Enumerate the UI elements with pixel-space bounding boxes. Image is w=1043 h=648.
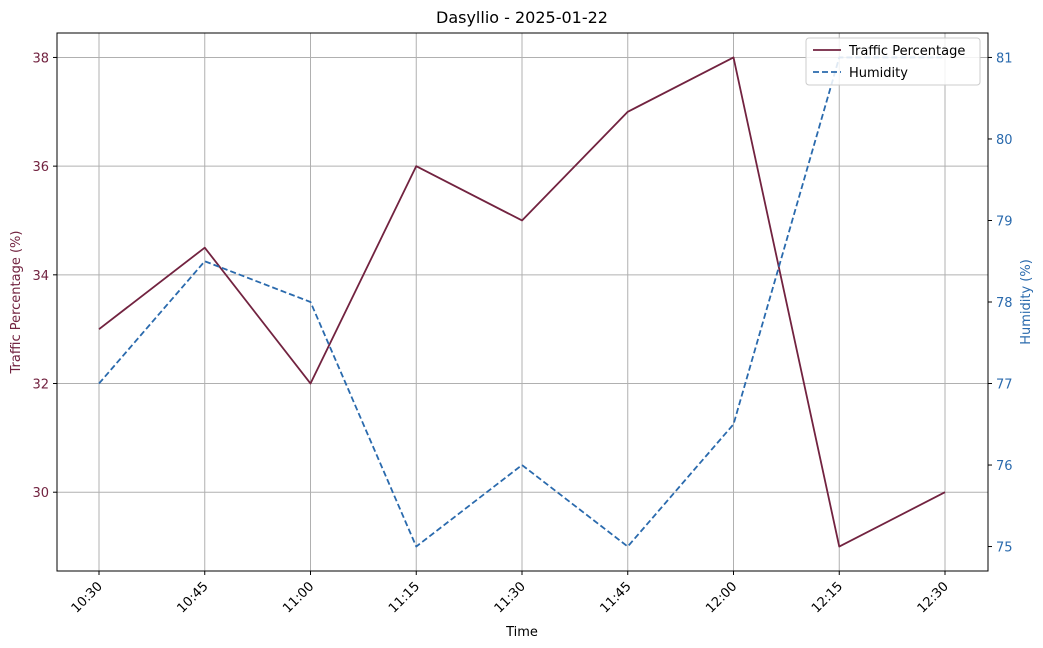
legend-box <box>805 37 981 86</box>
y-left-tick-label: 32 <box>32 378 49 393</box>
y-right-tick-label: 81 <box>996 51 1013 66</box>
y-left-axis-title: Traffic Percentage (%) <box>9 231 24 375</box>
y-right-axis: 75 76 77 78 79 80 81 <box>988 51 1013 556</box>
y-right-tick-label: 77 <box>996 378 1013 393</box>
y-right-tick-label: 80 <box>996 133 1013 148</box>
y-left-tick-label: 30 <box>32 486 49 501</box>
x-axis-title: Time <box>505 625 538 640</box>
y-right-tick-label: 76 <box>996 459 1013 474</box>
y-left-tick-label: 36 <box>32 160 49 175</box>
legend-label-humidity: Humidity <box>849 66 908 81</box>
y-right-tick-label: 78 <box>996 296 1013 311</box>
y-left-tick-label: 38 <box>32 51 49 66</box>
y-right-tick-label: 75 <box>996 541 1013 556</box>
y-right-tick-label: 79 <box>996 214 1013 229</box>
legend-label-traffic: Traffic Percentage <box>848 44 965 59</box>
y-left-axis: 30 32 34 36 38 <box>32 51 57 501</box>
chart-title: Dasyllio - 2025-01-22 <box>436 8 608 27</box>
legend: Traffic Percentage Humidity <box>805 37 981 86</box>
y-right-axis-title: Humidity (%) <box>1019 259 1034 345</box>
y-left-tick-label: 34 <box>32 269 49 284</box>
series-line-humidity <box>98 56 945 548</box>
